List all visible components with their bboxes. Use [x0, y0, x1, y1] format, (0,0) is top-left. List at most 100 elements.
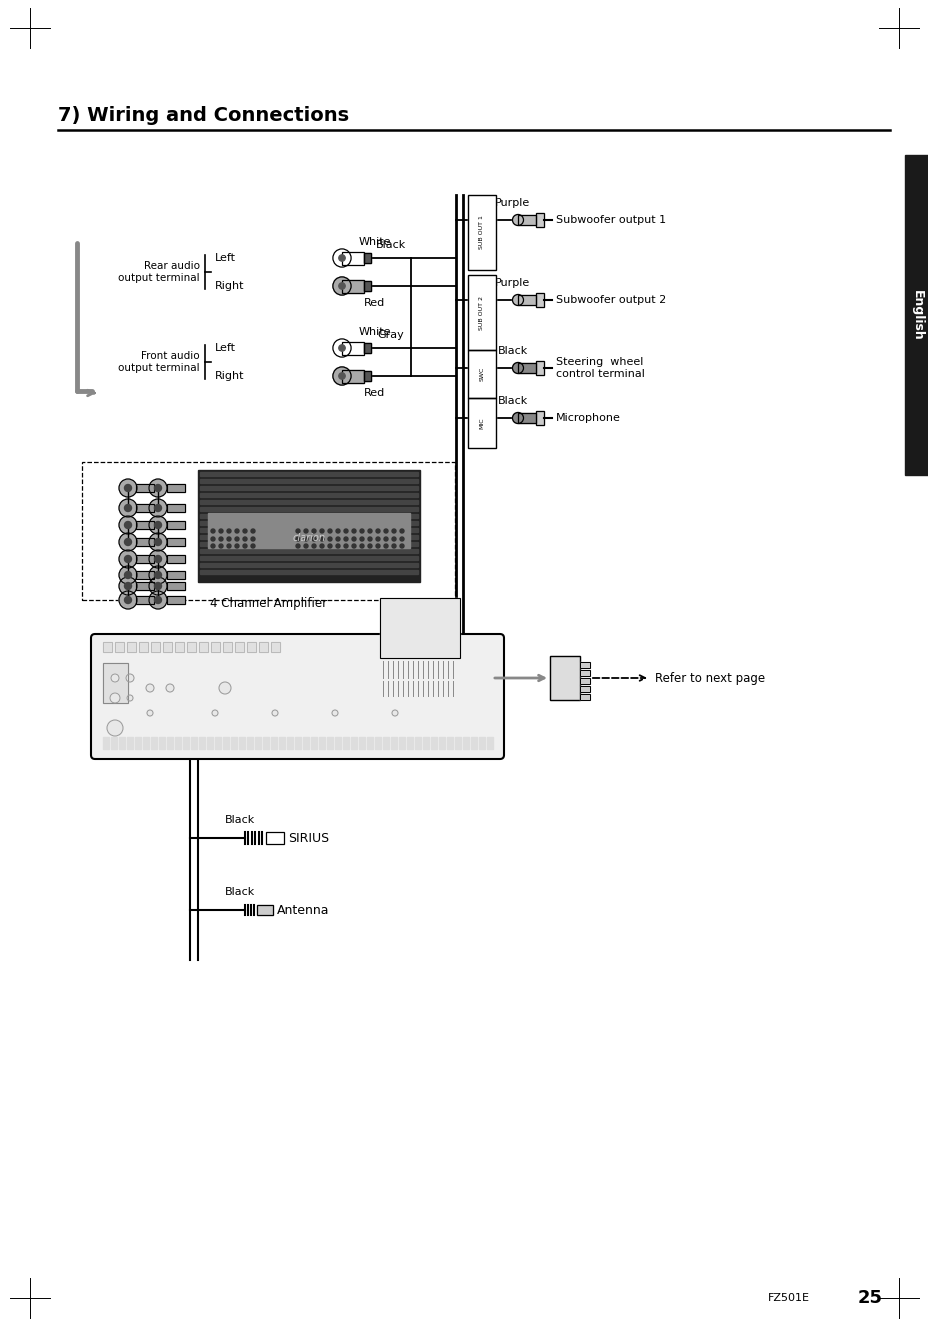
Bar	[143, 737, 148, 749]
Bar	[462, 737, 469, 749]
Text: Steering  wheel
control terminal: Steering wheel control terminal	[555, 357, 644, 378]
Circle shape	[343, 529, 348, 533]
Bar	[364, 344, 370, 352]
Circle shape	[148, 576, 167, 595]
Bar	[271, 641, 279, 652]
Bar	[271, 641, 279, 652]
Bar	[103, 663, 128, 703]
Circle shape	[331, 710, 338, 716]
Bar	[549, 656, 579, 700]
Bar	[127, 737, 133, 749]
Bar	[579, 671, 589, 676]
Bar	[468, 351, 496, 398]
Bar	[364, 344, 370, 352]
Bar	[183, 737, 188, 749]
Circle shape	[332, 248, 351, 267]
Text: Left: Left	[214, 254, 236, 263]
Bar	[127, 641, 135, 652]
Circle shape	[336, 544, 340, 548]
Bar	[167, 582, 185, 590]
Circle shape	[219, 544, 223, 548]
Bar	[200, 479, 418, 483]
Text: White: White	[358, 327, 391, 337]
Text: White: White	[358, 236, 391, 247]
Circle shape	[376, 544, 380, 548]
Circle shape	[343, 537, 348, 540]
Circle shape	[211, 529, 214, 533]
Circle shape	[127, 695, 133, 701]
Bar	[342, 251, 364, 264]
Bar	[191, 737, 197, 749]
Text: Purple: Purple	[495, 198, 530, 208]
Bar	[342, 341, 364, 355]
Bar	[579, 695, 589, 700]
Text: Front audio
output terminal: Front audio output terminal	[118, 351, 200, 373]
Bar	[382, 737, 389, 749]
Bar	[162, 641, 172, 652]
Text: Rear audio
output terminal: Rear audio output terminal	[118, 262, 200, 283]
Circle shape	[512, 363, 523, 373]
Bar	[342, 279, 364, 292]
Circle shape	[303, 529, 308, 533]
Circle shape	[235, 544, 238, 548]
Bar	[535, 361, 544, 374]
Bar	[135, 571, 154, 579]
Bar	[135, 505, 154, 513]
Circle shape	[124, 522, 132, 529]
Bar	[287, 737, 292, 749]
Bar	[311, 737, 316, 749]
FancyBboxPatch shape	[91, 633, 504, 760]
Bar	[470, 737, 476, 749]
Bar	[579, 671, 589, 676]
Circle shape	[376, 529, 380, 533]
Circle shape	[126, 675, 134, 683]
Bar	[207, 737, 213, 749]
Circle shape	[512, 413, 523, 424]
Circle shape	[243, 529, 247, 533]
Bar	[151, 641, 160, 652]
Bar	[167, 538, 185, 546]
Bar	[342, 369, 364, 382]
Text: Refer to next page: Refer to next page	[654, 672, 765, 684]
Bar	[199, 641, 208, 652]
Bar	[579, 661, 589, 668]
Bar	[200, 521, 418, 525]
Bar	[398, 737, 405, 749]
Circle shape	[296, 529, 300, 533]
Bar	[200, 556, 418, 560]
Circle shape	[336, 537, 340, 540]
Bar	[200, 542, 418, 546]
Bar	[351, 737, 356, 749]
Text: 4 Channel Amplifier: 4 Channel Amplifier	[210, 598, 327, 610]
Bar	[200, 570, 418, 574]
Bar	[167, 571, 185, 579]
Circle shape	[110, 675, 119, 683]
Text: SWC: SWC	[479, 367, 484, 381]
Circle shape	[339, 283, 345, 290]
Bar	[479, 737, 484, 749]
Circle shape	[328, 537, 331, 540]
Circle shape	[243, 537, 247, 540]
Bar	[235, 641, 244, 652]
Bar	[199, 737, 205, 749]
Bar	[579, 679, 589, 684]
Text: clarion: clarion	[292, 533, 325, 543]
Circle shape	[360, 537, 364, 540]
Bar	[579, 695, 589, 700]
Circle shape	[107, 720, 122, 736]
Circle shape	[319, 529, 324, 533]
Bar	[380, 598, 459, 657]
Circle shape	[154, 555, 161, 563]
Bar	[518, 295, 535, 305]
Circle shape	[336, 529, 340, 533]
Bar	[391, 737, 396, 749]
Bar	[200, 471, 418, 475]
Bar	[342, 737, 349, 749]
Circle shape	[352, 529, 355, 533]
Bar	[167, 582, 185, 590]
Bar	[167, 521, 185, 529]
Bar	[231, 737, 237, 749]
Bar	[200, 486, 418, 490]
Bar	[135, 596, 154, 604]
Text: Microphone: Microphone	[555, 413, 620, 424]
